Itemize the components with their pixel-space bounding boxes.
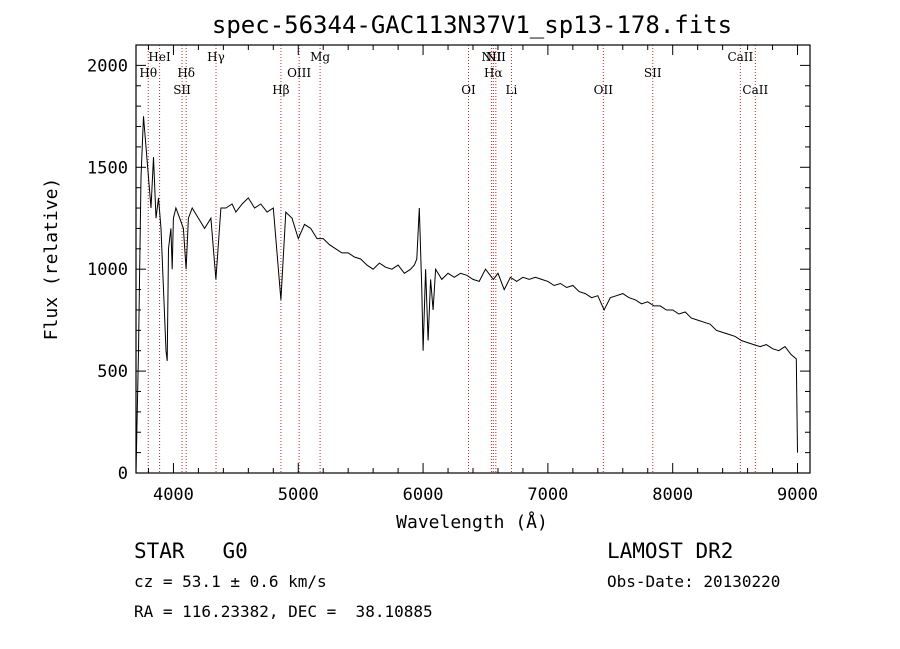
line-label: Hα [484, 66, 503, 80]
redshift-velocity: cz = 53.1 ± 0.6 km/s [134, 572, 327, 591]
line-label: NII [486, 50, 506, 64]
x-tick-label: 6000 [403, 485, 444, 505]
object-class: STAR G0 [134, 541, 248, 562]
survey-name: LAMOST DR2 [607, 539, 734, 563]
y-axis: 0 500 1000 1500 2000 [87, 44, 810, 484]
y-axis-label: Flux (relative) [41, 178, 62, 341]
plot-frame [135, 44, 811, 474]
line-label: Mg [310, 50, 330, 64]
spectral-line-markers: Hθ HeI SII Hδ Hγ Hβ OIII Mg OI NII Hα NII Li OII SII Ca… [139, 45, 768, 473]
x-tick-label: 4000 [153, 485, 194, 505]
plot-title: spec-56344-GAC113N37V1_sp13-178.fits [212, 11, 732, 39]
line-label: CaII [727, 50, 753, 64]
y-tick-label: 2000 [87, 56, 128, 76]
line-label: OII [594, 83, 614, 97]
x-tick-label: 8000 [652, 485, 693, 505]
object-subclass-value: G0 [222, 539, 248, 563]
line-label: Li [506, 83, 518, 97]
line-label: Hγ [207, 50, 225, 64]
line-label: OI [461, 83, 476, 97]
x-tick-label: 9000 [777, 485, 818, 505]
y-tick-label: 1000 [87, 260, 128, 280]
object-class-value: STAR [134, 539, 185, 563]
y-tick-label: 1500 [87, 158, 128, 178]
line-label: Hδ [177, 66, 195, 80]
y-tick-label: 0 [118, 464, 128, 484]
observation-date: Obs-Date: 20130220 [607, 572, 781, 591]
line-label: Hθ [139, 66, 157, 80]
spectrum-line [135, 116, 798, 474]
x-tick-label: 5000 [278, 485, 319, 505]
coordinates: RA = 116.23382, DEC = 38.10885 [134, 602, 433, 621]
line-label: NII [481, 50, 501, 64]
y-tick-label: 500 [97, 362, 128, 382]
line-label: HeI [148, 50, 171, 64]
x-tick-label: 7000 [527, 485, 568, 505]
line-label: CaII [742, 83, 768, 97]
line-label: Hβ [272, 83, 289, 97]
line-label: SII [173, 83, 191, 97]
line-label: OIII [287, 66, 311, 80]
line-label: SII [644, 66, 662, 80]
x-axis: 4000 5000 6000 7000 8000 9000 [147, 45, 818, 505]
x-axis-label: Wavelength (Å) [396, 511, 548, 533]
